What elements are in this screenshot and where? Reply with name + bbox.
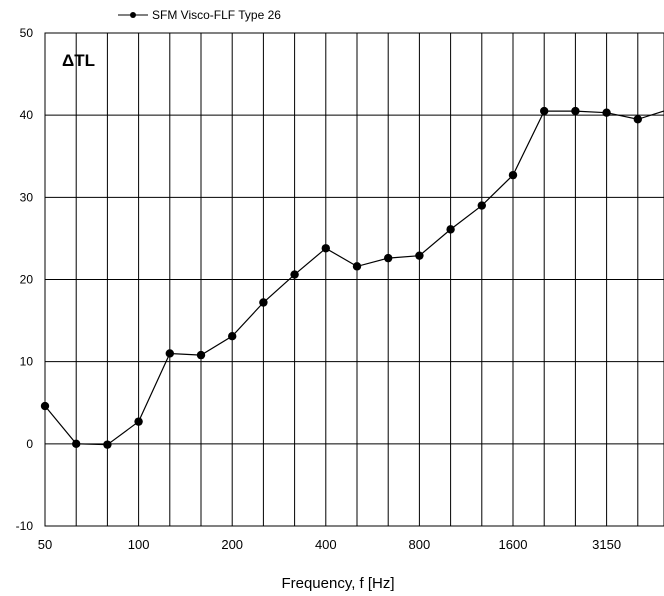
- legend: SFM Visco-FLF Type 26: [118, 8, 281, 22]
- data-point: [259, 298, 268, 307]
- data-point: [165, 349, 174, 358]
- data-point: [72, 439, 81, 449]
- data-point: [602, 108, 611, 117]
- legend-label: SFM Visco-FLF Type 26: [152, 8, 281, 22]
- series-layer: [40, 106, 664, 449]
- x-axis-ticks: 50 100 200 400 800 1600 3150: [38, 537, 621, 552]
- y-tick-label: 30: [20, 190, 34, 204]
- x-tick-label: 100: [128, 537, 150, 552]
- data-point: [134, 417, 143, 426]
- data-point: [540, 106, 549, 116]
- legend-marker: [130, 12, 136, 18]
- x-tick-label: 50: [38, 537, 52, 552]
- data-point: [415, 251, 424, 260]
- x-tick-label: 1600: [499, 537, 528, 552]
- delta-tl-annotation: ΔTL: [62, 51, 95, 70]
- data-point: [103, 440, 112, 449]
- x-tick-label: 800: [409, 537, 431, 552]
- y-tick-label: 20: [20, 273, 34, 287]
- x-axis-title: Frequency, f [Hz]: [281, 575, 394, 592]
- plot-frame: [44, 32, 664, 527]
- series-line: [44, 110, 664, 446]
- data-point: [384, 253, 393, 263]
- y-tick-label: -10: [16, 519, 34, 533]
- x-tick-label: 200: [221, 537, 243, 552]
- data-point: [571, 106, 580, 116]
- data-point: [321, 244, 330, 253]
- data-point: [196, 350, 206, 360]
- x-tick-label: 3150: [592, 537, 621, 552]
- y-tick-label: 50: [20, 26, 34, 40]
- y-tick-label: 40: [20, 108, 34, 122]
- data-point: [290, 270, 299, 279]
- data-point: [633, 115, 642, 124]
- data-point: [477, 201, 486, 210]
- data-point: [508, 170, 518, 180]
- data-point: [228, 331, 237, 341]
- grid-lines: [44, 32, 664, 527]
- y-tick-label: 0: [26, 437, 33, 451]
- data-point: [40, 401, 50, 411]
- y-axis-ticks: -10 0 10 20 30 40 50: [16, 26, 34, 533]
- x-tick-label: 400: [315, 537, 337, 552]
- y-tick-label: 10: [20, 355, 34, 369]
- data-point: [446, 225, 455, 234]
- data-point: [352, 262, 362, 271]
